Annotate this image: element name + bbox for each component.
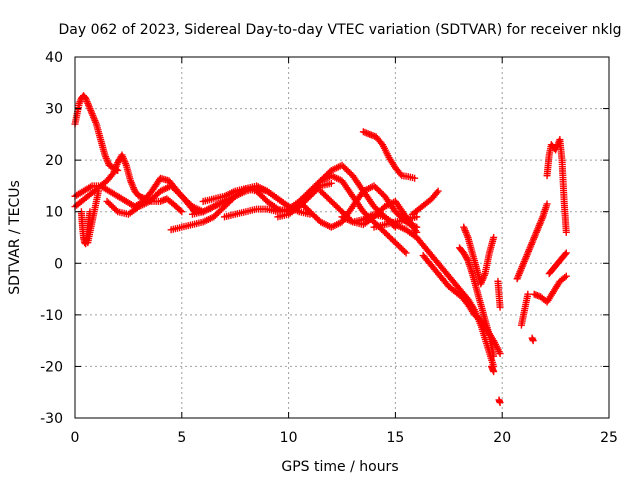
data-point (562, 272, 570, 280)
data-point (561, 273, 569, 281)
y-tick-label: -10 (40, 308, 63, 324)
data-point (401, 247, 409, 255)
data-point (433, 189, 441, 197)
data-marks (71, 92, 570, 407)
chart-title: Day 062 of 2023, Sidereal Day-to-day VTE… (59, 22, 622, 38)
y-tick-label: -20 (40, 359, 63, 375)
x-tick-labels: 0 5 10 15 20 25 (71, 430, 618, 446)
data-point (413, 213, 421, 221)
data-point (112, 206, 120, 214)
y-tick-labels: -30 -20 -10 0 10 20 30 40 (40, 50, 63, 427)
x-tick-label: 0 (71, 430, 80, 446)
x-tick-label: 5 (177, 430, 186, 446)
data-point (562, 228, 570, 236)
x-tick-label: 10 (280, 430, 298, 446)
data-point (496, 350, 504, 358)
grid (75, 57, 609, 418)
y-tick-label: -30 (40, 411, 63, 427)
y-tick-label: 0 (54, 256, 63, 272)
data-point (562, 249, 570, 257)
y-tick-label: 20 (45, 153, 63, 169)
data-point (327, 179, 335, 187)
data-point (463, 255, 471, 263)
y-axis-label: SDTVAR / TECUs (7, 180, 23, 295)
data-point (402, 249, 410, 257)
data-point (490, 352, 498, 360)
plot-frame (74, 56, 610, 419)
y-tick-label: 10 (45, 205, 63, 221)
data-point (543, 200, 551, 208)
data-point (176, 206, 184, 214)
x-tick-label: 20 (493, 430, 511, 446)
x-tick-label: 15 (386, 430, 404, 446)
data-point (490, 368, 498, 376)
data-point (411, 174, 419, 182)
data-point (434, 187, 442, 195)
x-axis-label: GPS time / hours (281, 459, 398, 475)
data-point (178, 208, 186, 216)
data-point (496, 303, 504, 311)
data-point (496, 399, 504, 407)
data-point (529, 337, 537, 345)
data-point (94, 187, 102, 195)
data-point (561, 250, 569, 258)
data-point (524, 290, 532, 298)
data-point (490, 234, 498, 241)
y-tick-label: 30 (45, 102, 63, 118)
y-tick-label: 40 (45, 50, 63, 66)
x-tick-label: 25 (600, 430, 618, 446)
axis-ticks (74, 56, 610, 419)
